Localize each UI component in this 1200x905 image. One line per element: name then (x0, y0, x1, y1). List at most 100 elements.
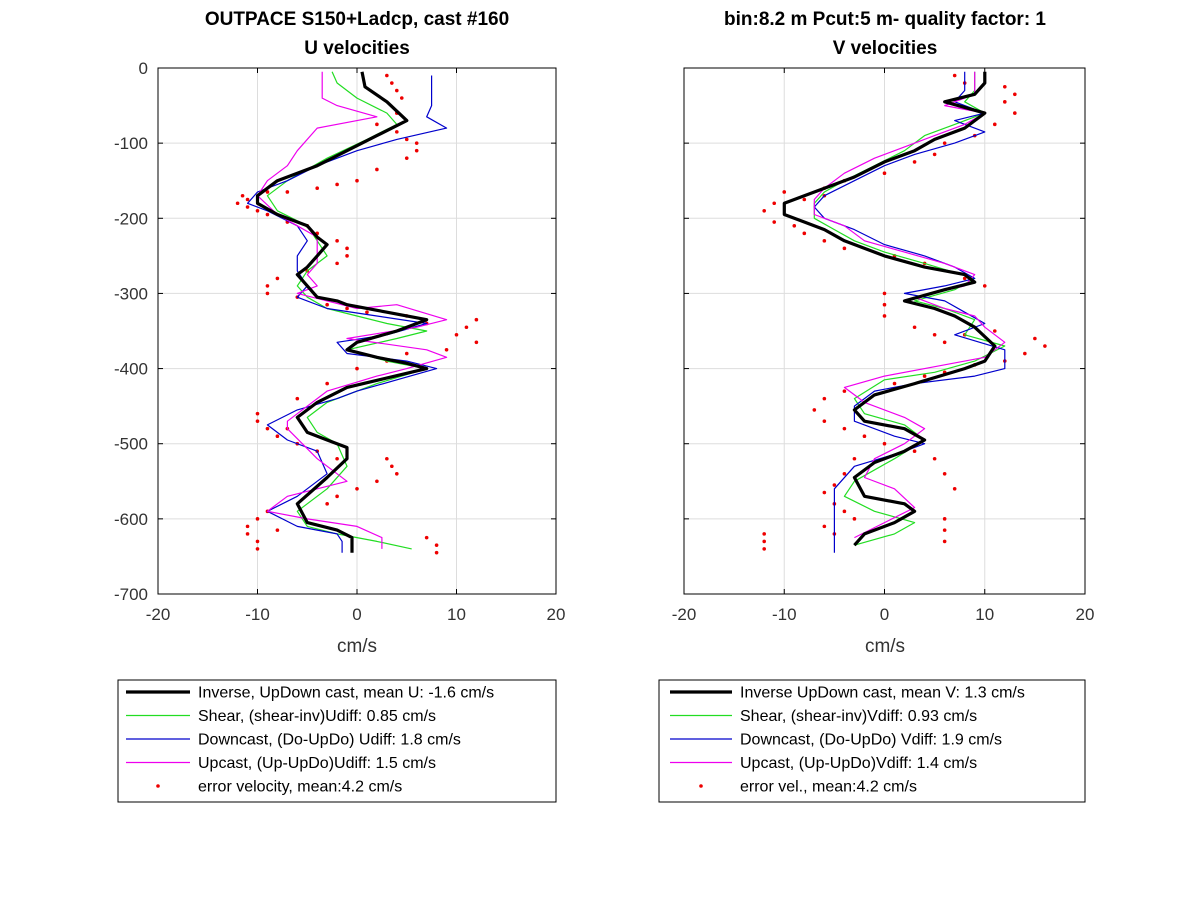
u-error-point (365, 310, 369, 315)
v-error-point (762, 208, 766, 213)
v-error-point (852, 456, 857, 461)
v-error-point (852, 517, 857, 521)
v-error-point (862, 434, 867, 439)
u-error-point (245, 532, 250, 536)
u-error-point (434, 543, 439, 547)
u-error-point (454, 332, 459, 337)
u-error-point (345, 246, 349, 251)
v-error-point (912, 449, 917, 454)
u-error-point (255, 539, 260, 544)
u-legend-downcast-label: Downcast, (Do-UpDo) Udiff: 1.8 cm/s (198, 732, 461, 749)
v-error-point (782, 190, 787, 194)
v-error-point (822, 524, 827, 529)
u-error-point (390, 81, 394, 85)
v-error-point (762, 532, 766, 536)
u-x-tick-label: 0 (352, 605, 361, 624)
v-error-point (772, 201, 777, 206)
u-error-point (255, 208, 260, 213)
v-error-point (842, 246, 847, 251)
u-y-tick-label: 0 (139, 59, 148, 78)
v-error-point (842, 509, 847, 514)
u-panel-subtitle: U velocities (304, 38, 410, 59)
v-error-point (992, 122, 997, 127)
u-y-tick-label: -500 (114, 435, 148, 454)
u-error-point (404, 351, 409, 356)
v-error-point (882, 171, 887, 175)
u-y-tick-label: -700 (114, 585, 148, 604)
u-legend-inverse-label: Inverse, UpDown cast, mean U: -1.6 cm/s (198, 685, 494, 702)
u-error-point (235, 201, 240, 206)
u-upcast-line (256, 71, 448, 549)
u-x-axis-label: cm/s (337, 636, 377, 657)
v-plot-area (762, 71, 1047, 553)
v-error-point (952, 73, 957, 78)
u-y-tick-label: -100 (114, 134, 148, 153)
u-error-point (474, 340, 479, 345)
v-error-point (982, 284, 987, 288)
v-inverse-line (782, 71, 997, 547)
v-error-point (882, 314, 887, 318)
v-error-point (802, 197, 807, 202)
u-error-point (404, 137, 409, 142)
v-legend-upcast-label: Upcast, (Up-UpDo)Vdiff: 1.4 cm/s (740, 755, 977, 772)
u-inverse-line (255, 71, 429, 553)
u-error-point (414, 141, 419, 145)
v-error-point (762, 539, 766, 544)
u-error-point (335, 456, 339, 461)
v-error-point (912, 325, 917, 330)
u-y-tick-label: -400 (114, 360, 148, 379)
u-x-tick-label: -20 (146, 605, 171, 624)
u-error-point (255, 517, 260, 521)
v-error-point (942, 471, 947, 476)
u-error-point (355, 366, 359, 371)
u-error-point (255, 411, 260, 416)
v-legend: Inverse UpDown cast, mean V: 1.3 cm/s She… (658, 679, 1086, 803)
u-error-point (265, 284, 270, 288)
u-error-point (325, 381, 329, 386)
v-error-point (932, 152, 937, 157)
u-error-point (404, 156, 409, 160)
v-error-point (822, 490, 827, 495)
v-velocity-panel: bin:8.2 m Pcut:5 m- quality factor: 1 V … (658, 9, 1094, 803)
u-velocity-panel: OUTPACE S150+Ladcp, cast #160 U velociti… (114, 9, 565, 803)
u-error-point (275, 528, 280, 532)
v-error-point (932, 332, 937, 337)
v-panel-title: bin:8.2 m Pcut:5 m- quality factor: 1 (724, 9, 1046, 30)
u-legend-upcast-label: Upcast, (Up-UpDo)Udiff: 1.5 cm/s (198, 755, 436, 772)
u-error-point (355, 178, 359, 183)
v-error-point (942, 517, 947, 521)
v-legend-box (658, 679, 1086, 803)
v-error-point (942, 539, 947, 544)
u-error-point (325, 302, 329, 307)
u-error-point (434, 550, 439, 555)
u-y-tick-label: -300 (114, 284, 148, 303)
u-error-point (464, 325, 469, 330)
v-legend-shear-label: Shear, (shear-inv)Vdiff: 0.93 cm/s (740, 708, 977, 725)
u-error-point (474, 317, 479, 322)
v-error-point (942, 141, 947, 145)
v-error-point (922, 374, 927, 378)
v-error-point (1013, 92, 1017, 97)
v-legend-error-marker (699, 784, 703, 788)
u-error-point (375, 122, 379, 127)
v-grid (683, 67, 1086, 595)
v-error-point (912, 160, 917, 164)
u-error-point (395, 471, 399, 476)
v-legend-error-label: error vel., mean:4.2 cm/s (740, 779, 917, 796)
v-error-point (822, 239, 827, 243)
u-ticks: -20 -10 0 10 200-100-200-300-400-500-600-700 (114, 59, 565, 624)
u-error-point (335, 239, 339, 243)
v-x-tick-label: -20 (672, 605, 697, 624)
u-error-point (335, 182, 339, 187)
u-x-tick-label: -10 (245, 605, 270, 624)
v-error-point (762, 547, 766, 551)
v-error-point (932, 456, 937, 461)
u-error-point (295, 396, 300, 401)
u-plot-area (235, 71, 479, 555)
v-upcast-line (813, 71, 1006, 539)
u-error-point (395, 88, 399, 93)
v-error-point (942, 340, 947, 345)
u-error-point (375, 479, 379, 484)
v-error-point (1033, 336, 1037, 341)
v-error-point (822, 419, 827, 423)
